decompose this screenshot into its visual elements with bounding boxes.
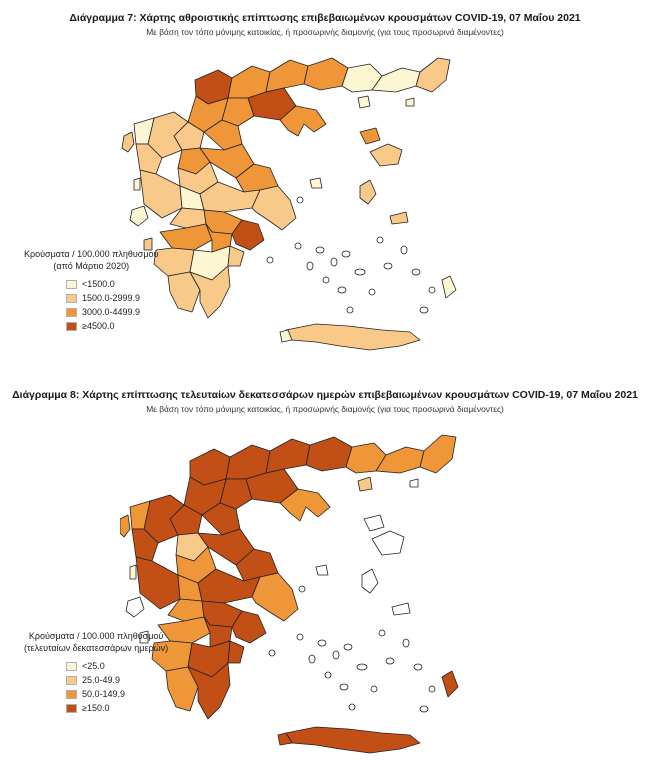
- island-corfu: [120, 514, 131, 538]
- legend-label: 25.0-49.9: [82, 675, 121, 685]
- island-rhodes: [441, 275, 457, 299]
- region-lakonia: [189, 265, 231, 319]
- legend-swatch: [66, 307, 77, 317]
- legend-swatch: [66, 675, 77, 685]
- legend-subtitle: (τελευταίων δεκατεσσάρων ημερών): [24, 643, 169, 653]
- legend-label: ≥4500.0: [82, 321, 115, 331]
- region-aitoloakarnania: [135, 556, 181, 610]
- region-preveza-arta: [135, 143, 163, 175]
- legend-swatch: [66, 703, 77, 713]
- region-kilkis: [265, 438, 311, 474]
- island-samothraki: [409, 478, 419, 488]
- island-chios: [361, 568, 379, 594]
- island-zakynthos: [143, 237, 153, 251]
- region-attica: [231, 219, 265, 251]
- legend-item: 25.0-49.9: [66, 674, 168, 686]
- island-skyros: [315, 564, 329, 576]
- island-chios: [359, 179, 377, 205]
- map-subtitle: Με βάση τον τόπο μόνιμης κατοικίας, ή πρ…: [146, 404, 504, 414]
- island-crete-west: [277, 732, 293, 746]
- legend-label: <1500.0: [82, 279, 115, 289]
- island-corfu: [121, 131, 135, 153]
- island-lefkada: [129, 564, 137, 580]
- island-skyros: [309, 177, 323, 189]
- legend-swatch: [66, 689, 77, 699]
- region-chalkidiki: [279, 488, 331, 522]
- legend-item: 50.0-149.9: [66, 688, 168, 700]
- legend-item: ≥150.0: [66, 702, 168, 714]
- small-islands: [266, 196, 436, 314]
- legend-title: Κρούσματα / 100.000 πληθυσμού: [28, 631, 164, 641]
- legend-swatch: [66, 321, 77, 331]
- region-evros: [415, 57, 451, 93]
- legend-swatch: [66, 279, 77, 289]
- legend-title: Κρούσματα / 100.000 πληθυσμού: [24, 249, 159, 259]
- legend-subtitle: (από Μάρτιο 2020): [53, 261, 130, 271]
- island-crete-west: [279, 329, 293, 343]
- island-samos: [389, 211, 409, 225]
- legend-label: 3000.0-4499.9: [82, 307, 141, 317]
- island-lemnos: [363, 514, 385, 532]
- region-attica: [231, 610, 267, 644]
- region-evros: [419, 434, 457, 474]
- legend-swatch: [66, 293, 77, 303]
- small-islands: [268, 585, 436, 713]
- region-ilia: [153, 247, 195, 277]
- region-evia: [251, 572, 299, 622]
- island-lefkada: [133, 177, 141, 191]
- legend-label: <25.0: [82, 661, 105, 671]
- region-argolida: [227, 245, 245, 267]
- island-lesvos: [369, 143, 403, 167]
- region-preveza-arta: [131, 528, 159, 562]
- map-legend: Κρούσματα / 100.000 πληθυσμού (τελευταίω…: [24, 630, 168, 716]
- legend-item: 3000.0-4499.9: [66, 306, 158, 318]
- region-serres: [305, 436, 353, 472]
- map-title: Διάγραμμα 7: Χάρτης αθροιστικής επίπτωση…: [69, 12, 581, 24]
- legend-item: <1500.0: [66, 278, 158, 290]
- island-rhodes: [441, 670, 459, 698]
- island-kefalonia: [129, 205, 149, 227]
- map-subtitle: Με βάση τον τόπο μόνιμης κατοικίας, ή πρ…: [146, 27, 504, 37]
- region-chalkidiki: [279, 105, 327, 137]
- legend-item: ≥4500.0: [66, 320, 158, 332]
- region-achaia: [159, 223, 213, 251]
- region-argolida: [227, 640, 245, 664]
- region-aitoloakarnania: [139, 169, 183, 219]
- island-crete: [285, 323, 421, 351]
- island-crete: [285, 726, 421, 754]
- greece-choropleth-map: [121, 57, 457, 351]
- legend-item: 1500.0-2999.9: [66, 292, 158, 304]
- region-lakonia: [187, 662, 231, 720]
- island-samos: [391, 602, 411, 616]
- island-samothraki: [405, 97, 415, 107]
- legend-label: 1500.0-2999.9: [82, 293, 141, 303]
- fourteen-day-incidence-panel: Διάγραμμα 8: Χάρτης επίπτωσης τελευταίων…: [0, 380, 650, 778]
- island-zakynthos: [139, 630, 149, 644]
- greece-choropleth-map: [120, 434, 459, 754]
- island-thasos: [357, 95, 371, 109]
- cumulative-incidence-panel: Διάγραμμα 7: Χάρτης αθροιστικής επίπτωση…: [0, 0, 650, 380]
- legend-item: <25.0: [66, 660, 168, 672]
- map-title: Διάγραμμα 8: Χάρτης επίπτωσης τελευταίων…: [12, 389, 638, 401]
- legend-label: 50.0-149.9: [82, 689, 126, 699]
- map-legend: Κρούσματα / 100.000 πληθυσμού (από Μάρτι…: [24, 248, 158, 334]
- region-xanthi-rodopi: [375, 446, 425, 474]
- region-evia: [251, 185, 297, 231]
- region-serres: [303, 57, 349, 91]
- island-lemnos: [359, 127, 381, 145]
- island-kefalonia: [125, 596, 145, 618]
- island-lesvos: [371, 530, 405, 556]
- region-xanthi-rodopi: [371, 67, 421, 93]
- legend-swatch: [66, 661, 77, 671]
- legend-label: ≥150.0: [82, 703, 110, 713]
- island-thasos: [357, 476, 373, 492]
- region-kilkis: [265, 59, 309, 93]
